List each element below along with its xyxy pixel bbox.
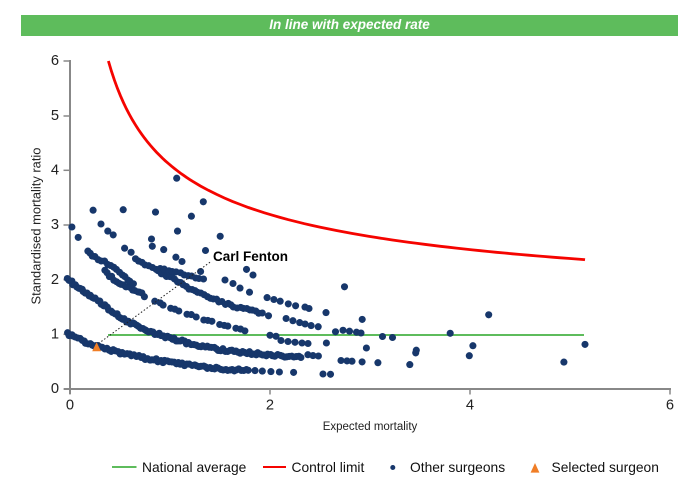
svg-text:6: 6 <box>666 398 674 414</box>
svg-text:Carl Fenton: Carl Fenton <box>213 249 288 264</box>
svg-text:1: 1 <box>51 327 59 343</box>
svg-text:2: 2 <box>51 272 59 288</box>
svg-text:3: 3 <box>51 217 59 233</box>
svg-text:Standardised mortality ratio: Standardised mortality ratio <box>28 148 43 305</box>
svg-text:4: 4 <box>466 398 474 414</box>
svg-text:Other surgeons: Other surgeons <box>410 460 505 475</box>
svg-text:4: 4 <box>51 163 59 179</box>
svg-text:0: 0 <box>66 398 74 414</box>
svg-text:0: 0 <box>51 381 59 397</box>
svg-text:2: 2 <box>266 398 274 414</box>
svg-text:6: 6 <box>51 53 59 69</box>
svg-text:Selected surgeon: Selected surgeon <box>552 460 659 475</box>
svg-text:Control limit: Control limit <box>292 460 365 475</box>
svg-text:5: 5 <box>51 108 59 124</box>
svg-text:National average: National average <box>142 460 247 475</box>
svg-text:Expected mortality: Expected mortality <box>323 421 418 433</box>
